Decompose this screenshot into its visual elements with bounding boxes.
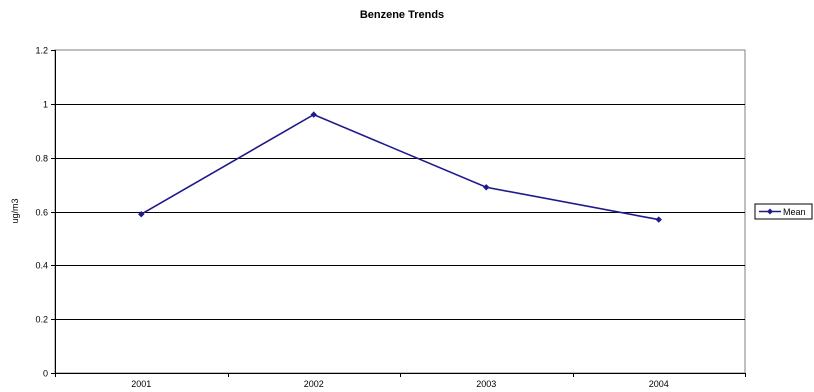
x-tick-labels: 2001 2002 2003 2004 (131, 379, 669, 389)
gridlines (55, 104, 745, 320)
data-point-2001 (138, 210, 145, 218)
y-tick-label-0: 0 (43, 369, 48, 379)
legend-box (754, 203, 813, 220)
x-tick-label-1: 2002 (304, 379, 324, 389)
chart-title: Benzene Trends (360, 9, 444, 21)
data-point-2004 (655, 216, 662, 223)
legend-diamond-marker (767, 208, 773, 215)
series-line-mean (140, 113, 659, 221)
axes (51, 50, 746, 377)
series-mean (138, 111, 662, 223)
y-tick-labels: 0 0.2 0.4 0.6 0.8 1 1.2 (35, 46, 48, 379)
plot-area-border (54, 49, 746, 374)
x-tick-label-2: 2003 (476, 379, 496, 389)
y-tick-label-4: 0.8 (35, 154, 48, 164)
x-tick-label-0: 2001 (131, 379, 151, 389)
y-tick-label-3: 0.6 (35, 208, 48, 218)
data-point-2003 (483, 184, 490, 191)
x-tick-label-3: 2004 (649, 379, 669, 389)
data-point-2002 (310, 111, 317, 118)
y-tick-label-2: 0.4 (35, 261, 48, 271)
y-axis-label: ug/m3 (10, 198, 20, 223)
y-tick-label-6: 1.2 (35, 46, 48, 56)
legend: Mean (754, 203, 813, 220)
y-tick-label-1: 0.2 (35, 315, 48, 325)
y-tick-label-5: 1 (43, 100, 48, 110)
legend-label-mean: Mean (783, 207, 806, 217)
